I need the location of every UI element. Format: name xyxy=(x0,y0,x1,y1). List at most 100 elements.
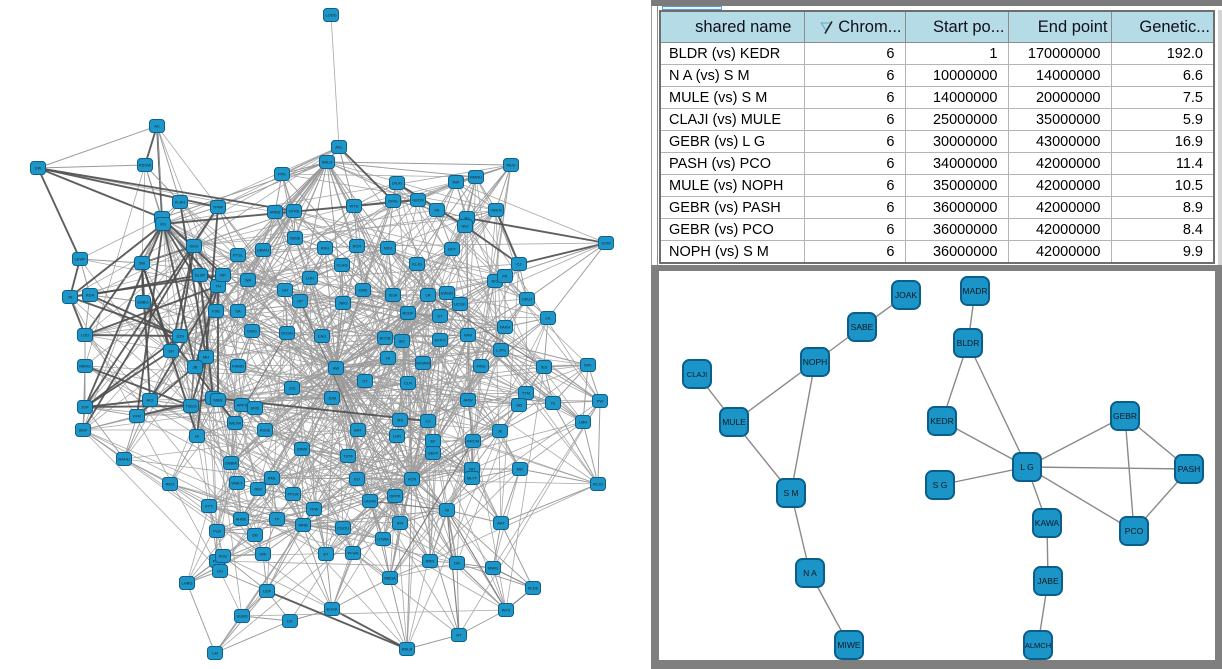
svg-text:SW: SW xyxy=(139,261,146,266)
svg-text:GWG: GWG xyxy=(247,329,257,334)
svg-text:FE: FE xyxy=(434,208,439,213)
svg-text:ISC: ISC xyxy=(399,339,406,344)
svg-text:ISJA: ISJA xyxy=(389,293,398,298)
svg-text:EBBG: EBBG xyxy=(137,300,148,305)
svg-text:LR: LR xyxy=(425,293,430,298)
svg-text:MOWM: MOWM xyxy=(416,361,430,366)
svg-text:IMK: IMK xyxy=(452,180,459,185)
svg-text:L G: L G xyxy=(1020,462,1033,472)
svg-text:RMNU: RMNU xyxy=(470,175,482,180)
svg-text:JOF: JOF xyxy=(81,405,89,410)
svg-text:CLR: CLR xyxy=(404,381,412,386)
svg-text:RP: RP xyxy=(220,273,226,278)
svg-text:WTII: WTII xyxy=(502,608,510,613)
svg-text:OTRE: OTRE xyxy=(288,209,299,214)
svg-text:AAT: AAT xyxy=(497,521,505,526)
svg-text:BCCB: BCCB xyxy=(379,336,390,341)
svg-text:MADR: MADR xyxy=(962,286,987,296)
svg-text:OEEN: OEEN xyxy=(490,208,501,213)
svg-text:MEDA: MEDA xyxy=(384,576,396,581)
svg-text:MULE: MULE xyxy=(722,417,746,427)
svg-text:PASH: PASH xyxy=(1178,464,1201,474)
svg-text:RRN: RRN xyxy=(426,559,435,564)
svg-text:MIWE: MIWE xyxy=(837,640,860,650)
svg-text:FPE: FPE xyxy=(278,172,286,177)
svg-text:OBBW: OBBW xyxy=(225,461,237,466)
svg-text:KRH: KRH xyxy=(321,246,330,251)
svg-text:NLDE: NLDE xyxy=(528,586,539,591)
svg-text:JN: JN xyxy=(68,295,73,300)
svg-text:JABE: JABE xyxy=(1037,576,1059,586)
svg-text:NI: NI xyxy=(445,508,449,513)
svg-text:JJU: JJU xyxy=(289,386,296,391)
svg-text:PW: PW xyxy=(597,399,604,404)
svg-text:JE: JE xyxy=(498,429,503,434)
svg-text:LOD: LOD xyxy=(81,333,89,338)
svg-text:DRWI: DRWI xyxy=(297,447,308,452)
svg-text:HCR: HCR xyxy=(408,477,417,482)
svg-text:EWHD: EWHD xyxy=(441,291,453,296)
svg-text:NT: NT xyxy=(456,633,462,638)
svg-text:JOAK: JOAK xyxy=(895,290,918,300)
svg-text:MUU: MUU xyxy=(506,163,515,168)
svg-text:TSUG: TSUG xyxy=(185,404,196,409)
svg-text:NH: NH xyxy=(469,467,475,472)
svg-text:S M: S M xyxy=(783,488,798,498)
svg-text:RNLB: RNLB xyxy=(402,647,413,652)
svg-text:CJ: CJ xyxy=(426,419,431,424)
svg-text:NOPH: NOPH xyxy=(803,357,828,367)
svg-text:UDF: UDF xyxy=(263,589,272,594)
svg-text:IA: IA xyxy=(195,434,199,439)
svg-text:MH: MH xyxy=(203,355,209,360)
svg-text:IWC: IWC xyxy=(584,363,592,368)
svg-text:JGS: JGS xyxy=(176,334,184,339)
svg-text:PTSL: PTSL xyxy=(233,253,244,258)
svg-text:FJIE: FJIE xyxy=(212,309,221,314)
svg-text:TPRF: TPRF xyxy=(213,205,224,210)
svg-text:ASSE: ASSE xyxy=(260,428,271,433)
svg-text:RAHU: RAHU xyxy=(118,457,129,462)
svg-text:FTT: FTT xyxy=(205,504,213,509)
svg-text:RJ: RJ xyxy=(465,216,470,221)
svg-text:EB: EB xyxy=(252,533,258,538)
svg-text:IFR: IFR xyxy=(397,521,404,526)
svg-text:UTWA: UTWA xyxy=(377,537,389,542)
svg-text:WTD: WTD xyxy=(349,204,358,209)
svg-text:IS: IS xyxy=(551,401,555,406)
svg-text:AC: AC xyxy=(154,124,160,129)
svg-text:GB: GB xyxy=(516,403,522,408)
svg-text:EAO: EAO xyxy=(318,334,326,339)
svg-text:IDG: IDG xyxy=(491,279,498,284)
svg-text:EF: EF xyxy=(430,439,436,444)
svg-text:NEI: NEI xyxy=(517,467,524,472)
svg-text:LHBG: LHBG xyxy=(182,581,193,586)
svg-text:S G: S G xyxy=(933,480,948,490)
svg-text:LM: LM xyxy=(212,651,218,656)
svg-text:CGOU: CGOU xyxy=(337,526,349,531)
svg-text:RSGW: RSGW xyxy=(139,163,152,168)
svg-text:TF: TF xyxy=(275,517,280,522)
svg-text:WEJW: WEJW xyxy=(229,421,241,426)
svg-text:DC: DC xyxy=(287,619,293,624)
svg-text:ET: ET xyxy=(437,314,443,319)
svg-text:CJ: CJ xyxy=(517,262,522,267)
svg-text:DGSN: DGSN xyxy=(281,331,293,336)
svg-text:UH: UH xyxy=(282,288,288,293)
svg-text:UBWU: UBWU xyxy=(257,248,269,253)
svg-text:AHBE: AHBE xyxy=(236,517,247,522)
svg-text:GKDN: GKDN xyxy=(412,198,424,203)
svg-text:DLSP: DLSP xyxy=(195,273,206,278)
svg-text:UUBS: UUBS xyxy=(236,614,247,619)
svg-text:RDA: RDA xyxy=(86,293,95,298)
svg-text:TN: TN xyxy=(215,284,220,289)
svg-text:PLB: PLB xyxy=(213,529,221,534)
svg-text:WMLT: WMLT xyxy=(231,481,243,486)
svg-text:TSTF: TSTF xyxy=(343,454,354,459)
svg-text:HUI: HUI xyxy=(462,224,469,229)
svg-text:LODD: LODD xyxy=(325,13,336,18)
svg-text:CT: CT xyxy=(362,379,368,384)
svg-text:UW: UW xyxy=(35,166,42,171)
svg-text:KMD: KMD xyxy=(359,288,368,293)
svg-text:KOU: KOU xyxy=(219,554,228,559)
svg-text:KEDR: KEDR xyxy=(930,416,954,426)
